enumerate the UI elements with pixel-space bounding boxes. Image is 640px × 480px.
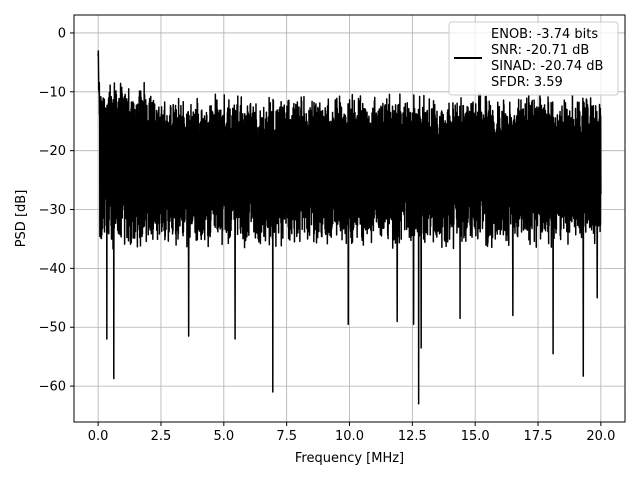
x-tick-label: 12.5 bbox=[398, 429, 427, 444]
y-axis-label: PSD [dB] bbox=[14, 190, 29, 248]
y-tick-label: −30 bbox=[39, 203, 66, 218]
x-tick-label: 10.0 bbox=[335, 429, 364, 444]
legend: ENOB: -3.74 bits SNR: -20.71 dB SINAD: -… bbox=[448, 21, 619, 96]
x-tick-label: 5.0 bbox=[213, 429, 234, 444]
y-tick-label: −50 bbox=[39, 321, 66, 336]
y-axis: 0 −10 −20 −30 −40 −50 −60 bbox=[39, 26, 74, 395]
x-tick-label: 15.0 bbox=[461, 429, 490, 444]
series-layer bbox=[97, 50, 602, 405]
x-axis-label: Frequency [MHz] bbox=[295, 451, 404, 466]
x-tick-label: 0.0 bbox=[88, 429, 109, 444]
x-tick-label: 20.0 bbox=[586, 429, 615, 444]
x-tick-label: 2.5 bbox=[151, 429, 172, 444]
y-tick-label: −10 bbox=[39, 85, 66, 100]
legend-enob: ENOB: -3.74 bits bbox=[491, 27, 598, 42]
legend-sinad: SINAD: -20.74 dB bbox=[491, 59, 603, 74]
x-tick-label: 17.5 bbox=[524, 429, 553, 444]
x-axis: 0.0 2.5 5.0 7.5 10.0 12.5 15.0 17.5 20.0 bbox=[88, 422, 615, 444]
psd-series-line bbox=[97, 50, 602, 405]
y-tick-label: −60 bbox=[39, 380, 66, 395]
y-tick-label: −40 bbox=[39, 262, 66, 277]
y-tick-label: −20 bbox=[39, 144, 66, 159]
legend-frame bbox=[448, 21, 619, 96]
x-tick-label: 7.5 bbox=[276, 429, 297, 444]
legend-snr: SNR: -20.71 dB bbox=[491, 43, 589, 58]
legend-sfdr: SFDR: 3.59 bbox=[491, 75, 563, 90]
y-tick-label: 0 bbox=[58, 26, 66, 41]
